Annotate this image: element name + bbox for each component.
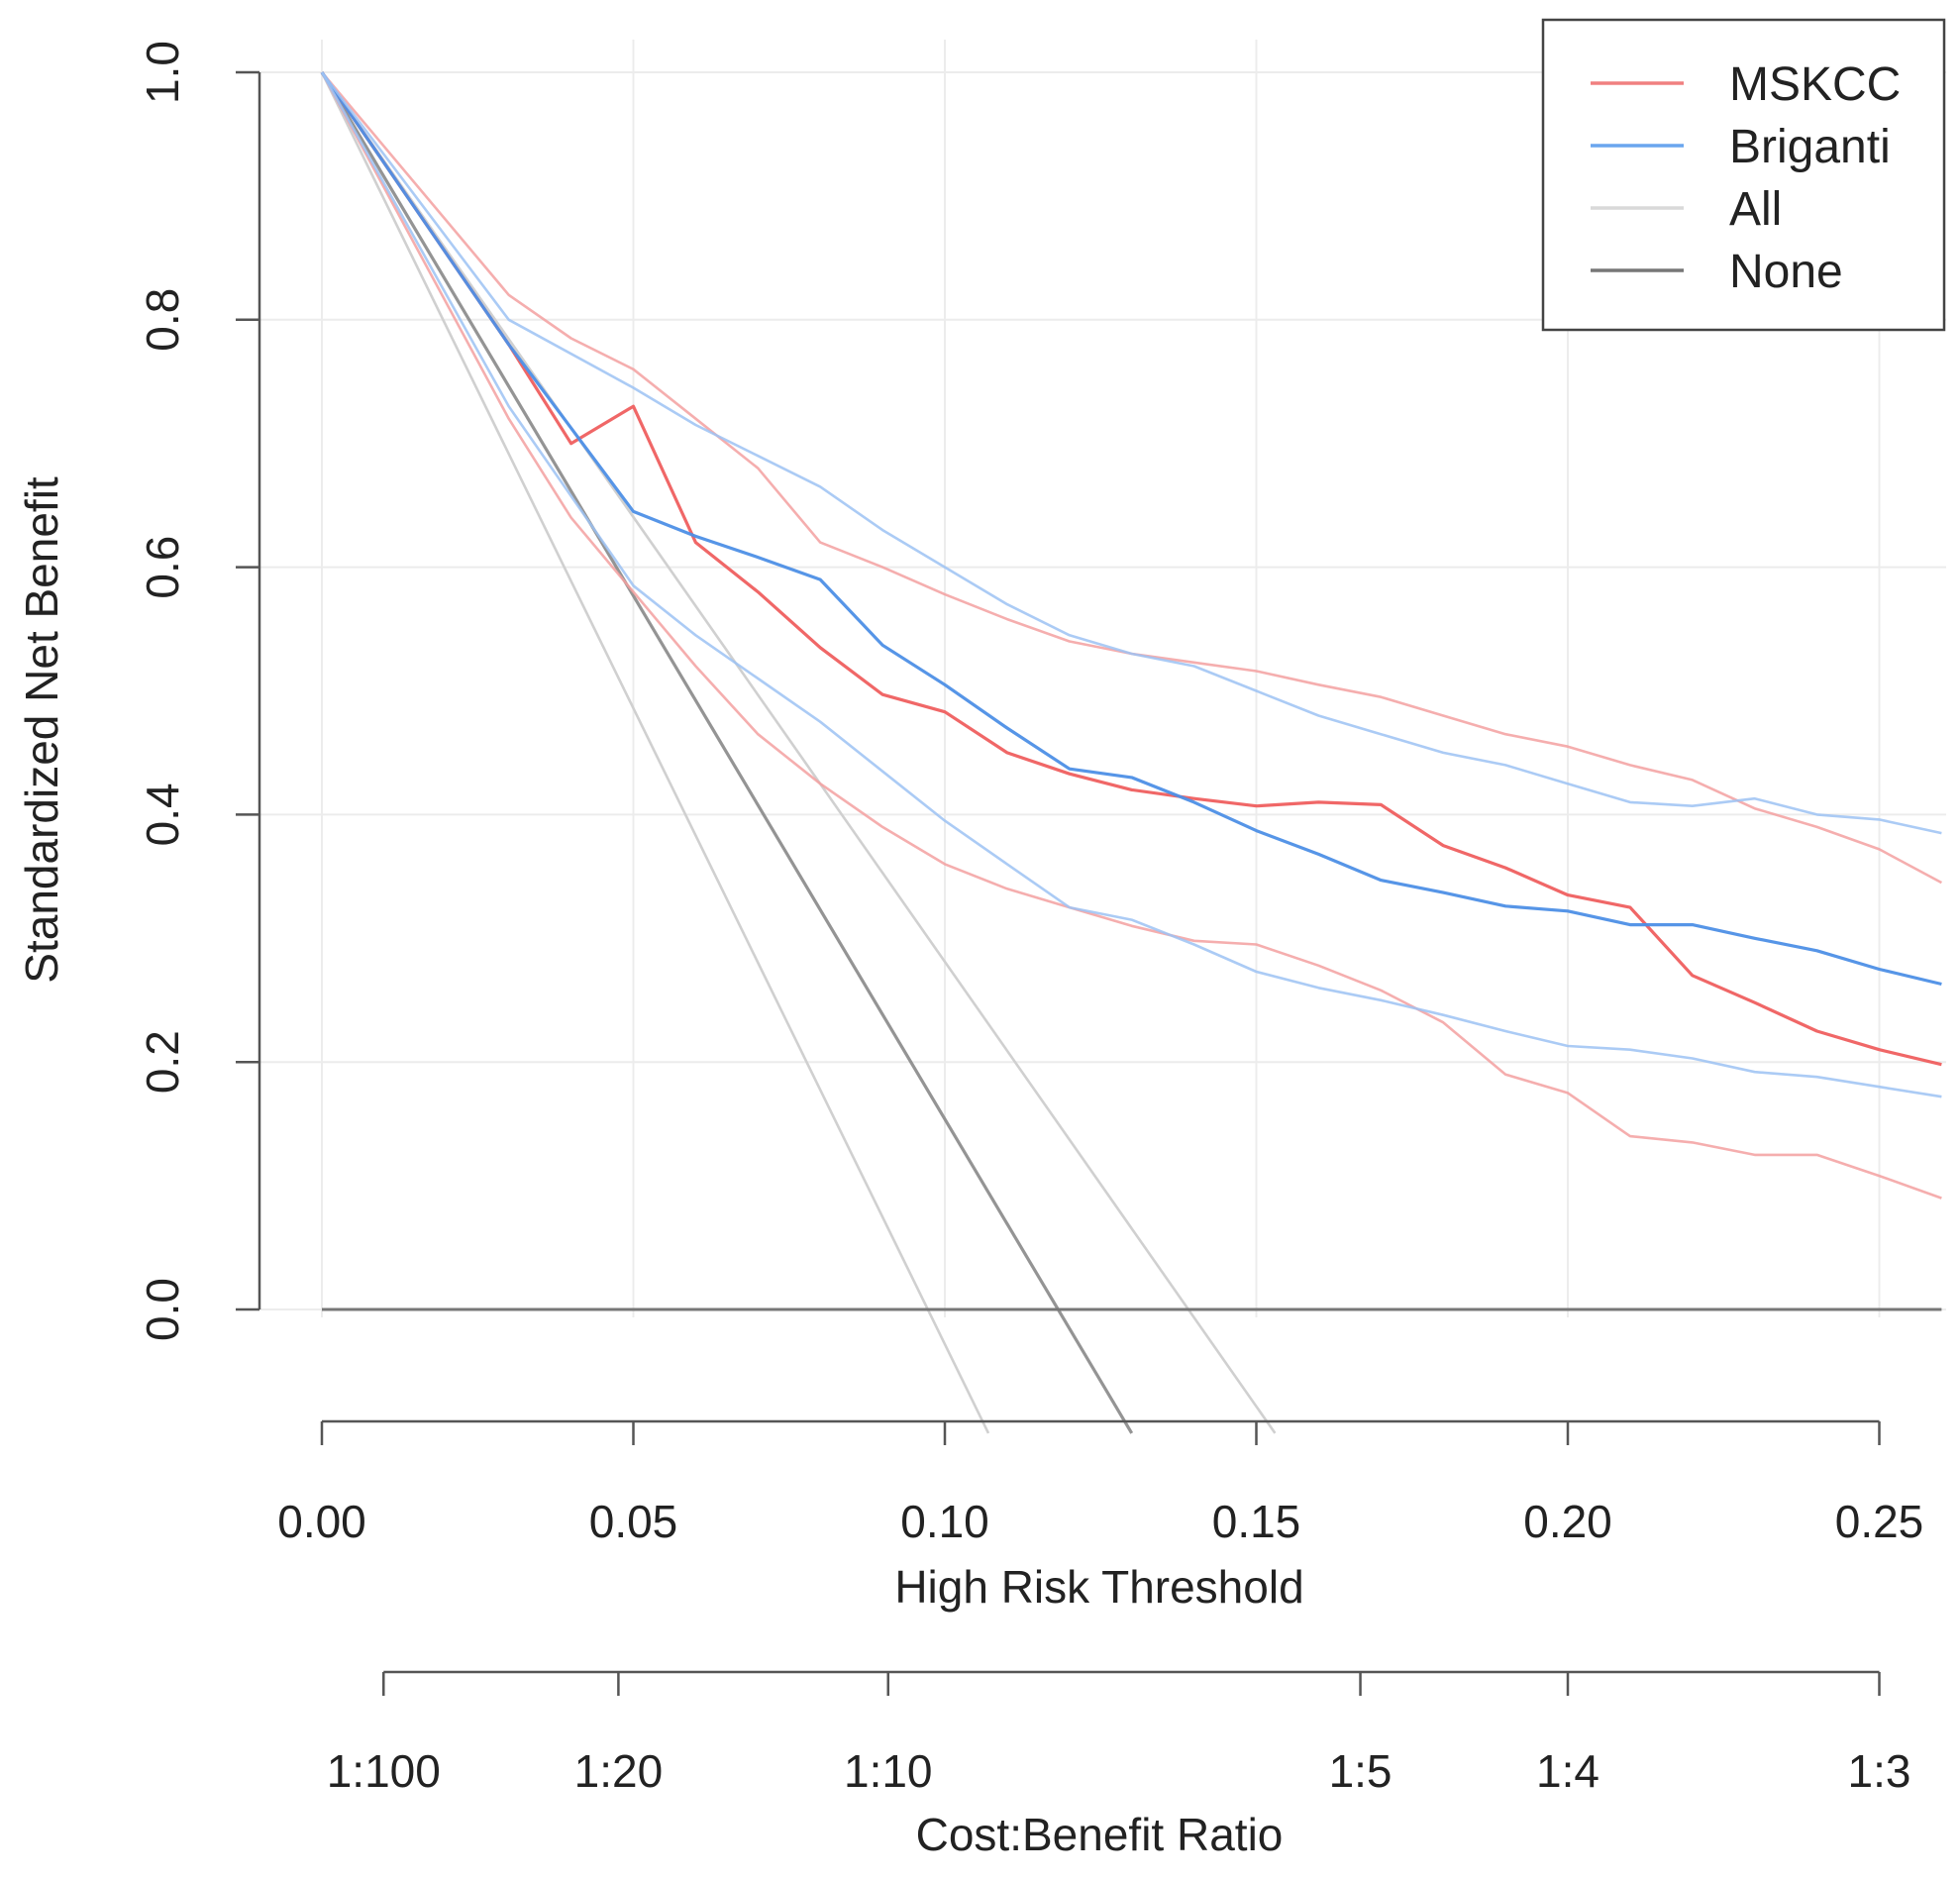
cost-benefit-tick-label-0: 1:100 bbox=[327, 1745, 441, 1797]
series-line-briganti-upper bbox=[320, 71, 1942, 835]
x-tick-label-2: 0.10 bbox=[900, 1496, 989, 1547]
series-line-briganti-estimate bbox=[320, 71, 1942, 987]
x-tick-label-4: 0.20 bbox=[1523, 1496, 1612, 1547]
cost-benefit-tick-label-2: 1:10 bbox=[844, 1745, 933, 1797]
y-tick-label-2: 0.4 bbox=[137, 783, 188, 846]
x-tick-label-5: 0.25 bbox=[1835, 1496, 1924, 1547]
x-axis-title: High Risk Threshold bbox=[894, 1561, 1303, 1613]
cost-benefit-axis-title: Cost:Benefit Ratio bbox=[916, 1809, 1284, 1860]
series-line-briganti-lower bbox=[320, 71, 1942, 1098]
x-tick-label-0: 0.00 bbox=[277, 1496, 366, 1547]
series-line-all-upper bbox=[320, 71, 1277, 1434]
y-tick-label-4: 0.8 bbox=[137, 288, 188, 352]
legend-box bbox=[1541, 18, 1946, 332]
legend-label-mskcc: MSKCC bbox=[1729, 58, 1901, 111]
x-tick-label-1: 0.05 bbox=[589, 1496, 678, 1547]
x-tick-label-3: 0.15 bbox=[1212, 1496, 1301, 1547]
y-tick-label-0: 0.0 bbox=[137, 1278, 188, 1341]
series-line-mskcc-estimate bbox=[320, 71, 1942, 1067]
y-tick-label-3: 0.6 bbox=[137, 536, 188, 599]
legend: MSKCC Briganti All None bbox=[1541, 18, 1946, 332]
cost-benefit-tick-label-3: 1:5 bbox=[1329, 1745, 1393, 1797]
y-tick-label-1: 0.2 bbox=[137, 1030, 188, 1094]
x-axis: 0.00 0.05 0.10 0.15 0.20 0.25 bbox=[277, 1419, 1924, 1547]
cost-benefit-tick-label-5: 1:3 bbox=[1848, 1745, 1911, 1797]
series-line-all-estimate bbox=[320, 71, 1134, 1434]
series-line-all-lower bbox=[320, 71, 990, 1434]
y-axis-title: Standardized Net Benefit bbox=[16, 476, 67, 984]
cost-benefit-axis: 1:100 1:20 1:10 1:5 1:4 1:3 bbox=[327, 1670, 1911, 1797]
legend-label-all: All bbox=[1729, 183, 1782, 236]
cost-benefit-tick-label-1: 1:20 bbox=[574, 1745, 664, 1797]
legend-label-briganti: Briganti bbox=[1729, 121, 1891, 173]
series-layer bbox=[320, 71, 1943, 1434]
y-axis: 0.0 0.2 0.4 0.6 0.8 1.0 bbox=[137, 41, 261, 1341]
legend-label-none: None bbox=[1729, 246, 1843, 298]
series-line-mskcc-upper bbox=[321, 71, 1943, 885]
cost-benefit-tick-label-4: 1:4 bbox=[1536, 1745, 1599, 1797]
series-line-mskcc-lower bbox=[320, 71, 1942, 1200]
y-tick-label-5: 1.0 bbox=[137, 41, 188, 104]
